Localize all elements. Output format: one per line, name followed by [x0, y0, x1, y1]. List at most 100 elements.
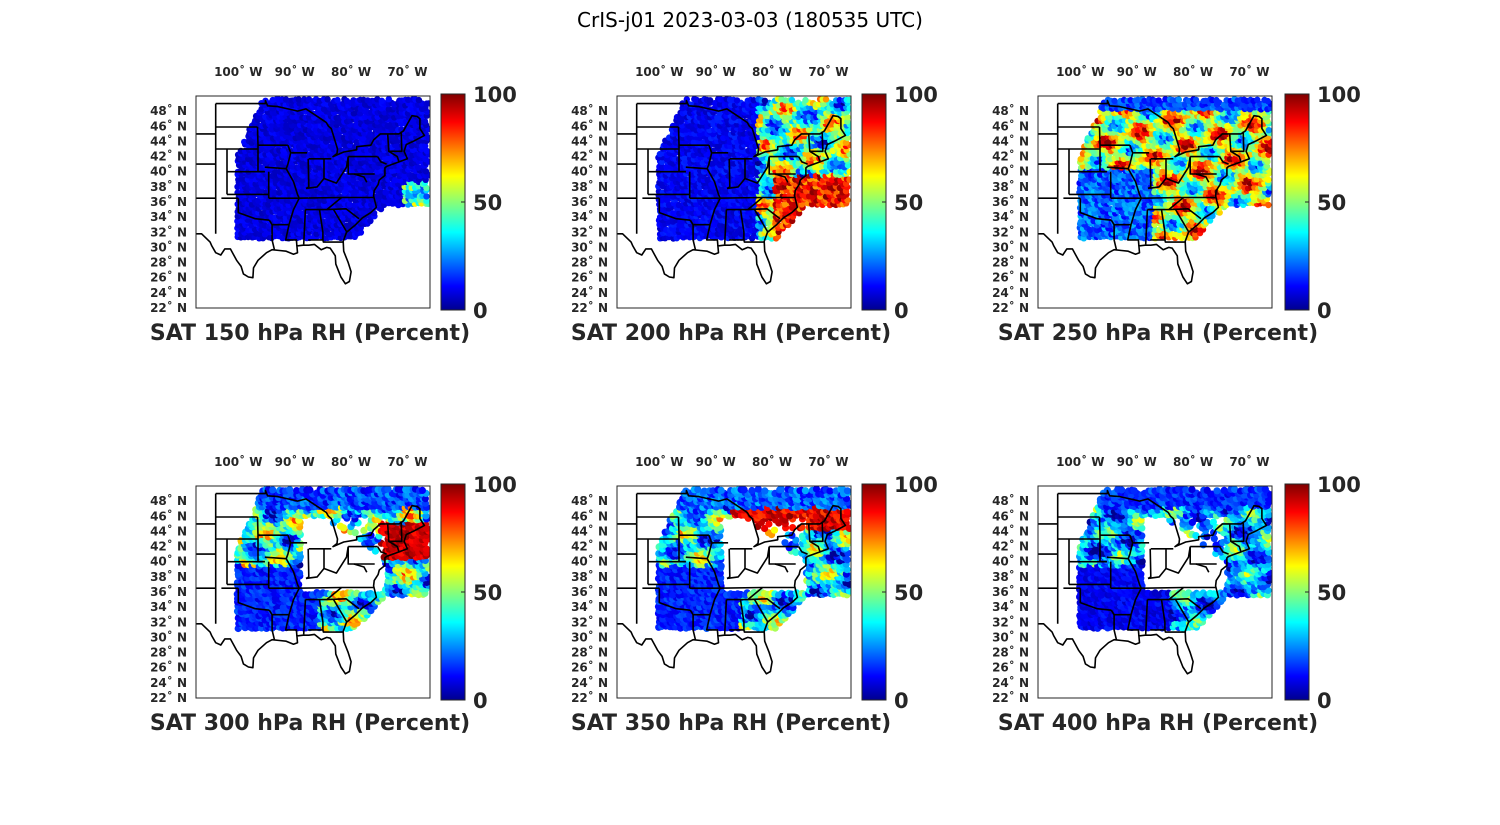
rh-point [1175, 121, 1182, 129]
rh-point [788, 96, 796, 104]
rh-point [401, 172, 408, 180]
rh-point [1195, 130, 1203, 138]
lat-tick-label: 26˚ N [150, 270, 187, 285]
lon-tick-label: 90˚ W [696, 64, 736, 79]
rh-point [757, 105, 764, 112]
rh-point [706, 97, 714, 104]
colorbar-tick-label: 50 [894, 191, 923, 215]
rh-point [423, 147, 430, 155]
rh-point [422, 168, 430, 175]
figure-title: CrIS-j01 2023-03-03 (180535 UTC) [577, 8, 923, 32]
state-boundaries [617, 99, 847, 285]
rh-point [245, 155, 252, 163]
rh-point [842, 139, 850, 146]
lat-tick-label: 22˚ N [571, 300, 608, 315]
state-line [774, 173, 789, 183]
state-line [753, 209, 769, 232]
rh-point [833, 168, 840, 175]
lon-tick-label: 80˚ W [331, 64, 371, 79]
state-line [723, 209, 728, 245]
rh-point [1172, 231, 1179, 238]
state-line [386, 133, 400, 163]
rh-point [353, 139, 360, 146]
rh-point [1164, 214, 1172, 221]
state-line [332, 209, 348, 232]
lat-tick-label: 36˚ N [571, 194, 608, 209]
rh-point [679, 104, 686, 112]
lat-tick-label: 30˚ N [150, 239, 187, 254]
map-frame [195, 95, 431, 309]
rh-point [1131, 234, 1138, 241]
rh-point [846, 176, 851, 183]
state-line [726, 156, 770, 190]
coastline [617, 99, 847, 285]
rh-point [710, 226, 717, 233]
state-line [797, 156, 808, 165]
rh-point [1141, 201, 1148, 208]
rh-point [1250, 193, 1257, 200]
rh-point [1158, 138, 1165, 146]
lat-tick-label: 24˚ N [150, 285, 187, 300]
state-line [237, 198, 270, 221]
rh-point [1265, 201, 1272, 209]
lat-tick-label: 30˚ N [571, 239, 608, 254]
rh-point [675, 201, 683, 209]
state-line [768, 156, 796, 175]
rh-point [305, 96, 313, 103]
rh-point [1192, 160, 1200, 167]
rh-point [343, 97, 351, 105]
state-line [376, 156, 387, 165]
rh-point [415, 164, 422, 171]
rh-point [836, 96, 843, 104]
rh-point [334, 96, 341, 104]
state-line [692, 224, 697, 250]
rh-point [683, 96, 690, 103]
rh-point [412, 172, 419, 180]
rh-point [299, 177, 306, 184]
state-line [322, 239, 343, 243]
lat-tick-label: 34˚ N [150, 209, 187, 224]
rh-point [378, 97, 385, 105]
rh-point [1151, 188, 1158, 196]
lat-tick-label: 38˚ N [571, 179, 608, 194]
state-line [743, 239, 764, 243]
colorbar-tick-label: 50 [473, 191, 502, 215]
state-line [271, 224, 276, 250]
lat-tick-label: 28˚ N [150, 255, 187, 270]
rh-point [726, 138, 734, 145]
rh-point [665, 201, 673, 208]
rh-point [802, 96, 809, 104]
lat-tick-label: 48˚ N [150, 103, 187, 118]
rh-point [782, 137, 789, 145]
rh-point [1171, 213, 1179, 221]
rh-point [822, 96, 830, 103]
state-line [297, 196, 375, 199]
lat-tick-label: 40˚ N [150, 164, 187, 179]
rh-point [324, 96, 331, 103]
colorbar-tick-label: 100 [473, 83, 517, 107]
lon-tick-label: 100˚ W [635, 64, 683, 79]
coastline [196, 99, 426, 285]
lat-tick-label: 32˚ N [571, 224, 608, 239]
rh-point [423, 193, 430, 200]
rh-point [278, 197, 286, 204]
panel-title: SAT 200 hPa RH (Percent) [571, 321, 891, 346]
rh-point [679, 209, 686, 216]
state-line [747, 208, 781, 220]
lat-tick-label: 40˚ N [571, 164, 608, 179]
state-line [658, 198, 691, 221]
rh-point [295, 96, 302, 103]
state-line [677, 126, 686, 173]
rh-point [844, 134, 851, 142]
lat-tick-label: 42˚ N [571, 149, 608, 164]
state-boundaries [196, 99, 426, 285]
rh-point [422, 142, 429, 150]
lat-tick-label: 36˚ N [150, 194, 187, 209]
lat-tick-label: 24˚ N [571, 285, 608, 300]
rh-point [367, 131, 374, 138]
state-line [326, 208, 360, 220]
rh-point [1205, 159, 1213, 166]
rh-scatter [1076, 96, 1272, 242]
state-line [705, 224, 719, 246]
rh-point [744, 135, 751, 142]
